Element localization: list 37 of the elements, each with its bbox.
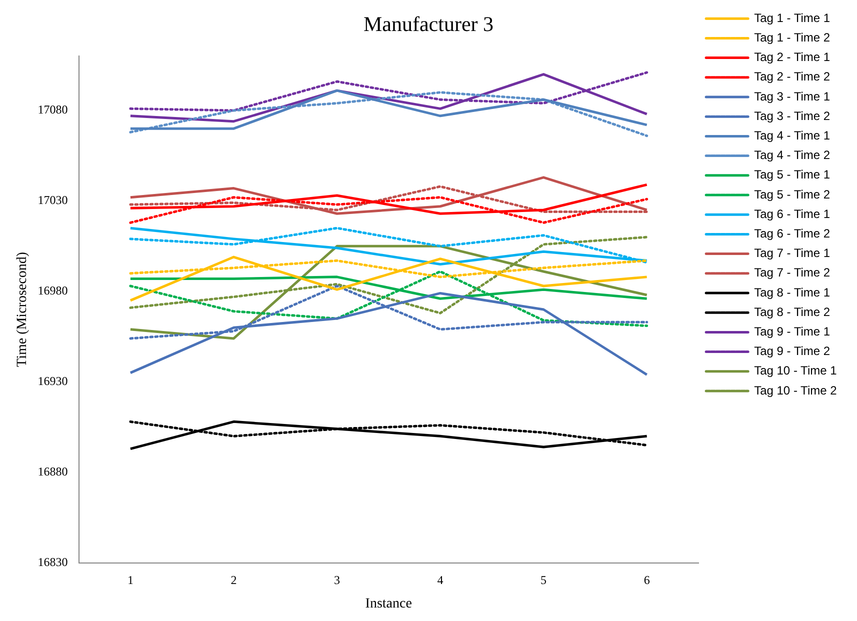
x-tick-label: 1 [127, 573, 134, 588]
legend-label: Tag 6 - Time 1 [754, 206, 830, 221]
x-tick-label: 2 [230, 573, 237, 588]
legend-label: Tag 8 - Time 2 [754, 304, 830, 319]
legend-label: Tag 4 - Time 1 [754, 128, 830, 143]
legend-label: Tag 8 - Time 1 [754, 285, 830, 300]
y-tick-label: 17030 [38, 193, 68, 208]
legend-label: Tag 10 - Time 1 [754, 364, 838, 378]
legend-label: Tag 1 - Time 1 [754, 10, 830, 25]
x-tick-label: 3 [334, 573, 340, 588]
x-axis-title: Instance [365, 596, 412, 612]
y-tick-label: 17080 [38, 102, 68, 117]
legend-label: Tag 9 - Time 2 [754, 344, 830, 358]
chart-title: Manufacturer 3 [363, 12, 494, 36]
y-tick-label: 16830 [38, 554, 68, 569]
x-tick-label: 5 [540, 573, 547, 588]
legend-label: Tag 9 - Time 1 [754, 324, 830, 339]
legend-label: Tag 6 - Time 2 [754, 226, 830, 241]
line-series [129, 91, 648, 138]
y-tick-label: 16980 [38, 284, 68, 298]
legend-label: Tag 4 - Time 2 [754, 148, 830, 162]
legend-label: Tag 2 - Time 2 [754, 70, 830, 84]
legend-label: Tag 2 - Time 1 [754, 50, 830, 64]
x-tick-label: 6 [644, 573, 650, 588]
legend-label: Tag 5 - Time 2 [754, 187, 830, 202]
legend-label: Tag 1 - Time 2 [754, 30, 830, 45]
x-tick-label: 4 [437, 573, 444, 588]
legend-label: Tag 5 - Time 1 [754, 168, 830, 182]
y-tick-label: 16930 [38, 374, 68, 388]
y-axis-title: Time (Microsecond) [15, 252, 30, 367]
legend-label: Tag 7 - Time 2 [754, 266, 830, 280]
legend-label: Tag 3 - Time 2 [754, 108, 830, 123]
legend-label: Tag 7 - Time 1 [754, 246, 830, 260]
legend-label: Tag 3 - Time 1 [754, 89, 830, 104]
legend-label: Tag 10 - Time 2 [754, 383, 838, 398]
y-tick-label: 16880 [38, 464, 68, 478]
line-series [129, 270, 648, 328]
